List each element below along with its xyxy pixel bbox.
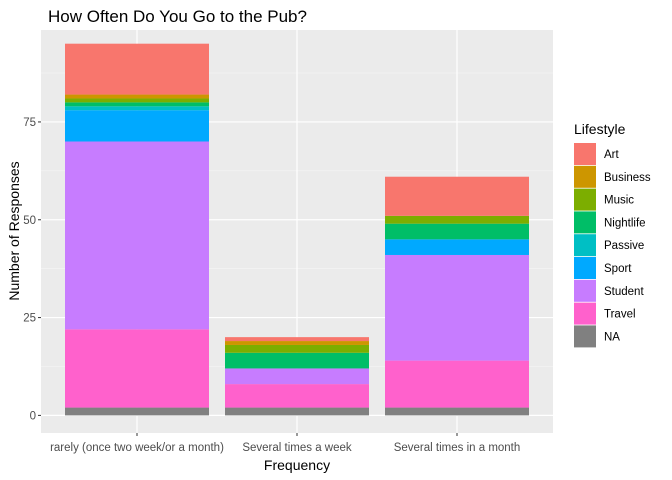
- legend: Lifestyle Art Business Music Nightlife Passi…: [574, 121, 651, 348]
- legend-label-travel: Travel: [604, 309, 636, 321]
- x-tick-label: Several times in a month: [394, 442, 521, 454]
- x-tick-label: Several times a week: [242, 442, 352, 454]
- legend-label-sport: Sport: [604, 263, 632, 275]
- bar-segment-music: Several times a week — Music: 2: [225, 344, 369, 353]
- legend-key-music: [574, 188, 596, 211]
- x-axis-title: Frequency: [264, 457, 330, 473]
- y-tick-label: 0: [30, 410, 36, 422]
- bar-segment-sport: Several times in a month — Sport: 4: [385, 239, 529, 255]
- legend-label-music: Music: [604, 195, 634, 207]
- bar-segment-business: Several times a week — Business: 1: [225, 341, 369, 345]
- bar-segment-nightlife: Several times a week — Nightlife: 4: [225, 352, 369, 369]
- bar-segment-na: Several times in a month — NA: 2: [385, 407, 529, 416]
- legend-key-passive: [574, 234, 596, 257]
- legend-label-passive: Passive: [604, 240, 644, 252]
- legend-key-business: [574, 165, 596, 188]
- bar-segment-nightlife: rarely (once two week/or a month) — Nigh…: [65, 102, 209, 107]
- bar-segment-business: rarely (once two week/or a month) — Busi…: [65, 94, 209, 99]
- legend-title: Lifestyle: [574, 121, 626, 137]
- legend-label-na: NA: [604, 331, 620, 343]
- bar-segment-student: Several times a week — Student: 4: [225, 368, 369, 385]
- legend-key-travel: [574, 302, 596, 325]
- y-tick-label: 75: [23, 117, 36, 129]
- legend-key-nightlife: [574, 211, 596, 234]
- bar-segment-art: Several times a week — Art: 1: [225, 337, 369, 342]
- bar-segment-travel: Several times a week — Travel: 6: [225, 384, 369, 408]
- bar-segment-nightlife: Several times in a month — Nightlife: 4: [385, 223, 529, 240]
- y-axis-title: Number of Responses: [6, 161, 22, 300]
- legend-label-art: Art: [604, 149, 620, 161]
- bar-segment-music: Several times in a month — Music: 2: [385, 215, 529, 224]
- bar-segment-student: rarely (once two week/or a month) — Stud…: [65, 141, 209, 330]
- y-tick-label: 25: [23, 313, 36, 325]
- x-tick-label: rarely (once two week/or a month): [50, 442, 224, 454]
- bar-segment-art: rarely (once two week/or a month) — Art:…: [65, 43, 209, 95]
- y-axis: 0 25 50 75: [23, 117, 41, 422]
- y-tick-label: 50: [23, 215, 36, 227]
- bars: rarely (once two week/or a month) — NA: …: [65, 43, 529, 416]
- legend-key-student: [574, 279, 596, 302]
- bar-segment-na: rarely (once two week/or a month) — NA: …: [65, 407, 209, 416]
- legend-key-na: [574, 325, 596, 348]
- bar-segment-art: Several times in a month — Art: 10: [385, 176, 529, 216]
- legend-label-nightlife: Nightlife: [604, 217, 646, 229]
- legend-key-art: [574, 143, 596, 165]
- bar-segment-na: Several times a week — NA: 2: [225, 407, 369, 416]
- bar-segment-passive: rarely (once two week/or a month) — Pass…: [65, 106, 209, 111]
- bar-segment-travel: Several times in a month — Travel: 12: [385, 360, 529, 408]
- bar-segment-student: Several times in a month — Student: 27: [385, 254, 529, 361]
- legend-key-sport: [574, 257, 596, 279]
- bar-segment-sport: rarely (once two week/or a month) — Spor…: [65, 110, 209, 142]
- x-axis: rarely (once two week/or a month) Several…: [50, 433, 520, 454]
- chart-title: How Often Do You Go to the Pub?: [48, 7, 307, 26]
- bar-segment-travel: rarely (once two week/or a month) — Trav…: [65, 329, 209, 408]
- bar-segment-music: rarely (once two week/or a month) — Musi…: [65, 98, 209, 103]
- legend-label-student: Student: [604, 286, 644, 298]
- legend-label-business: Business: [604, 172, 651, 184]
